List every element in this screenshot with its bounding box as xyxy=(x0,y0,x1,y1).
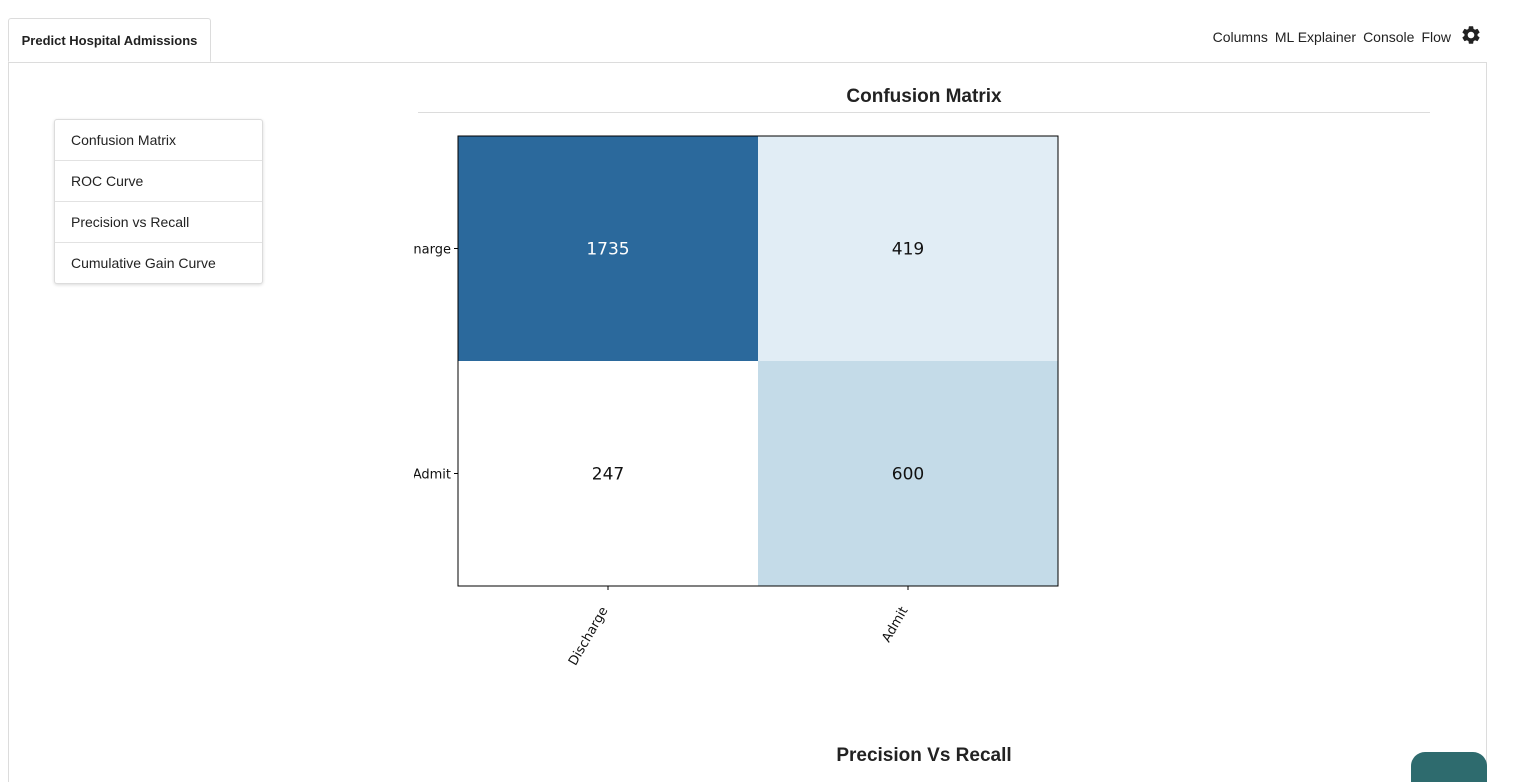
menu-item-precision-vs-recall[interactable]: Precision vs Recall xyxy=(55,202,262,243)
matrix-cell-0-1 xyxy=(758,136,1058,361)
matrix-frame xyxy=(457,135,1059,587)
menu-item-confusion-matrix[interactable]: Confusion Matrix xyxy=(55,120,262,161)
matrix-cell-1-0 xyxy=(458,361,758,586)
matrix-value-0-1: 419 xyxy=(892,240,924,260)
matrix-cell-0-0 xyxy=(458,136,758,361)
precision-vs-recall-title: Precision Vs Recall xyxy=(836,745,1012,766)
top-nav: Columns ML Explainer Console Flow xyxy=(1213,26,1482,48)
row-label-1: Admit xyxy=(413,468,451,483)
col-label-1: Admit xyxy=(879,605,911,646)
confusion-matrix-title: Confusion Matrix xyxy=(846,86,1002,107)
matrix-value-0-0: 1735 xyxy=(586,240,629,260)
chart-menu: Confusion Matrix ROC Curve Precision vs … xyxy=(54,119,263,284)
menu-item-roc-curve[interactable]: ROC Curve xyxy=(55,161,262,202)
matrix-cell-1-1 xyxy=(758,361,1058,586)
nav-link-flow[interactable]: Flow xyxy=(1421,29,1451,45)
menu-item-cumulative-gain-curve[interactable]: Cumulative Gain Curve xyxy=(71,255,216,271)
nav-link-console[interactable]: Console xyxy=(1363,29,1415,45)
tab-bar: Predict Hospital Admissions Columns ML E… xyxy=(0,0,1516,62)
title-divider xyxy=(418,112,1430,113)
help-chat-button[interactable] xyxy=(1411,752,1487,782)
col-label-0: Discharge xyxy=(566,605,612,669)
nav-link-columns[interactable]: Columns xyxy=(1212,29,1268,45)
gear-icon[interactable] xyxy=(1460,24,1482,46)
matrix-value-1-1: 600 xyxy=(892,465,924,485)
tab-predict-hospital-admissions[interactable]: Predict Hospital Admissions xyxy=(8,18,211,62)
row-label-0: narge xyxy=(413,243,451,258)
matrix-value-1-0: 247 xyxy=(592,465,624,485)
nav-link-ml-explainer[interactable]: ML Explainer xyxy=(1274,29,1357,45)
confusion-matrix-chart: 1735 419 247 600 narge Admit Discharge Admit xyxy=(413,135,1059,669)
